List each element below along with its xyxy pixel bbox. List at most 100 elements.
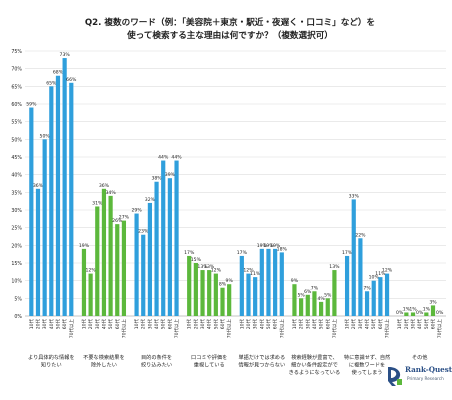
bar — [410, 312, 416, 316]
y-tick-label: 0% — [14, 314, 22, 320]
bar — [332, 270, 337, 316]
x-tick-label: 40代 — [258, 319, 265, 330]
y-tick-label: 15% — [11, 261, 22, 267]
x-tick-label: 30代 — [199, 319, 206, 330]
x-tick-label: 70代以上 — [120, 319, 127, 339]
bar — [430, 305, 436, 316]
bar — [371, 280, 376, 316]
x-tick-label: 30代 — [357, 319, 364, 330]
bar-value-label: 4% — [317, 296, 325, 302]
x-tick-label: 50代 — [370, 319, 377, 330]
bar-value-label: 9% — [291, 278, 299, 284]
x-tick-label: 60代 — [430, 319, 437, 330]
bar-value-label: 12% — [211, 268, 222, 274]
bar — [227, 284, 232, 316]
bar — [424, 312, 429, 316]
x-tick-label: 40代 — [311, 319, 318, 330]
bar-value-label: 38% — [151, 176, 162, 182]
bar — [305, 294, 310, 316]
x-tick-label: 10代 — [238, 319, 245, 330]
bar — [253, 277, 258, 316]
bar — [108, 195, 113, 316]
bar-value-label: 7% — [363, 285, 371, 291]
bar — [273, 248, 278, 316]
bar-value-label: 26% — [112, 218, 123, 224]
x-tick-label: 60代 — [166, 319, 173, 330]
bar — [378, 277, 383, 316]
x-tick-label: 70代以上 — [68, 319, 75, 339]
bar-value-label: 12% — [382, 268, 393, 274]
x-tick-label: 70代以上 — [226, 319, 233, 339]
bar — [344, 255, 350, 316]
y-tick-label: 5% — [14, 296, 22, 302]
bar — [404, 312, 409, 316]
y-tick-label: 70% — [11, 67, 22, 73]
x-tick-label: 30代 — [94, 319, 101, 330]
bar-value-label: 3% — [429, 299, 437, 305]
bar-value-label: 15% — [191, 257, 202, 263]
x-tick-label: 30代 — [252, 319, 259, 330]
bar-value-label: 1% — [423, 306, 431, 312]
x-tick-label: 20代 — [34, 319, 41, 330]
group-label: に複数ワードを — [349, 361, 385, 369]
bar — [239, 255, 244, 316]
bar — [154, 181, 159, 316]
y-tick-label: 55% — [11, 120, 22, 126]
y-tick-label: 35% — [11, 190, 22, 196]
x-tick-label: 50代 — [54, 319, 61, 330]
group-label: きるようになっている — [289, 369, 341, 376]
x-tick-label: 10代 — [133, 319, 140, 330]
chart-title-line-2: 使って検索する主な理由は何ですか？（複数選択可） — [127, 31, 333, 41]
bar-value-label: 1% — [403, 306, 411, 312]
chart-title-line-1: Q2. 複数のワード（例：「美容院＋東京・駅近・夜遅く・口コミ」など）を — [84, 18, 376, 28]
bar — [121, 220, 127, 316]
x-tick-label: 60代 — [272, 319, 279, 330]
y-tick-label: 65% — [11, 84, 22, 90]
bar-value-label: 31% — [92, 200, 103, 206]
bar — [95, 206, 100, 316]
bar-value-label: 19% — [263, 243, 274, 249]
bar — [279, 252, 284, 316]
group-label: 情報が見つからない — [238, 361, 285, 369]
bar — [246, 273, 251, 316]
bar-value-label: 66% — [66, 77, 77, 83]
x-tick-label: 10代 — [396, 319, 403, 330]
bar — [147, 202, 153, 316]
bar-value-label: 34% — [105, 190, 116, 196]
group-label: 絞り込みたい — [141, 361, 172, 369]
bar-value-label: 65% — [46, 80, 57, 86]
bar-value-label: 11% — [375, 271, 386, 277]
bar — [141, 234, 146, 316]
bar-value-label: 0% — [416, 310, 424, 316]
y-tick-label: 30% — [11, 208, 22, 214]
bar — [384, 273, 390, 316]
bar-value-label: 18% — [277, 246, 288, 252]
x-tick-label: 70代以上 — [173, 319, 180, 339]
bar — [325, 298, 330, 316]
bar-value-label: 39% — [165, 172, 176, 178]
y-tick-label: 10% — [11, 279, 22, 285]
bar-value-label: 59% — [26, 102, 37, 108]
x-tick-label: 50代 — [423, 319, 430, 330]
bar-value-label: 17% — [184, 250, 195, 256]
x-tick-label: 10代 — [291, 319, 298, 330]
x-tick-label: 40代 — [48, 319, 55, 330]
bar-value-label: 27% — [119, 215, 130, 221]
group-label: 単語だけでは求める — [238, 353, 285, 361]
bar — [88, 273, 93, 316]
bar — [213, 273, 218, 316]
bar — [358, 238, 363, 316]
x-tick-label: 60代 — [219, 319, 226, 330]
x-tick-label: 40代 — [416, 319, 423, 330]
bar — [220, 287, 225, 316]
bar-value-label: 23% — [138, 229, 149, 235]
x-tick-label: 20代 — [245, 319, 252, 330]
x-tick-label: 50代 — [318, 319, 325, 330]
bar — [55, 75, 61, 316]
bar-value-label: 8% — [219, 282, 227, 288]
x-tick-label: 60代 — [61, 319, 68, 330]
bar-value-label: 0% — [436, 310, 444, 316]
x-tick-label: 20代 — [140, 319, 147, 330]
